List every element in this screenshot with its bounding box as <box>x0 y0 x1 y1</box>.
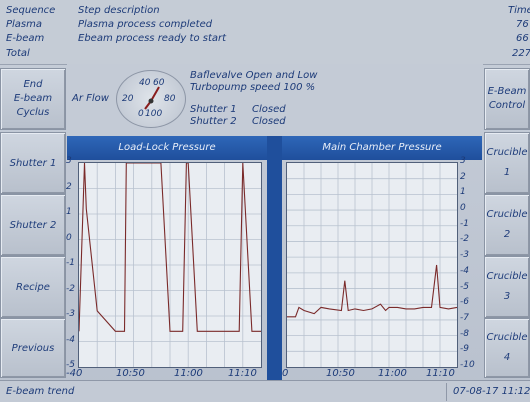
load-lock-plot <box>78 162 262 368</box>
main-chamber-plot <box>286 162 458 368</box>
load-lock-chart-svg <box>78 162 261 367</box>
y-tick-label: -5 <box>460 281 469 292</box>
crucible-2-label: Crucible <box>486 209 528 220</box>
header-label-ebeam: E-beam <box>6 33 45 44</box>
end-ebeam-cyclus-button[interactable]: End E-beam Cyclus <box>0 68 66 130</box>
baflevalve-status: Baflevalve Open and Low <box>190 70 318 81</box>
control-line-1: E-Beam <box>487 86 527 97</box>
y-tick-label: -10 <box>460 360 475 370</box>
ar-flow-gauge: 40 60 20 80 0 100 <box>116 70 186 128</box>
crucible-4-label: Crucible <box>486 332 528 343</box>
x-tick-label: 11:10 <box>426 368 455 379</box>
header-panel: Sequence Step description Time Plasma Pl… <box>0 0 530 65</box>
crucible-1-num: 1 <box>503 167 511 178</box>
x-tick-label: -40 <box>66 368 83 379</box>
end-line-2: E-beam <box>13 93 53 104</box>
y-tick-label: -1 <box>460 218 469 229</box>
header-value-ebeam: 66 <box>516 33 529 44</box>
y-tick-label: -4 <box>460 265 469 276</box>
crucible-1-label: Crucible <box>486 147 528 158</box>
x-tick-label: 11:00 <box>378 368 407 379</box>
gauge-tick-20: 20 <box>122 94 134 104</box>
y-tick-label: -2 <box>66 283 75 294</box>
control-line-2: Control <box>488 100 526 111</box>
crucible-1-button[interactable]: Crucible 1 <box>484 132 530 194</box>
status-bar-left: E-beam trend <box>6 386 75 397</box>
gauge-tick-0: 0 <box>138 109 144 119</box>
x-tick-label: 0 <box>282 368 289 379</box>
header-label-plasma: Plasma <box>6 19 43 30</box>
x-tick-label: 10:50 <box>326 368 355 379</box>
main-chamber-chart-svg <box>287 163 458 367</box>
y-tick-label: 2 <box>66 181 72 192</box>
y-tick-label: 3 <box>460 156 466 166</box>
x-tick-label: 11:10 <box>228 368 257 379</box>
shutter-1-status-value: Closed <box>252 104 286 115</box>
y-tick-label: -3 <box>460 250 469 261</box>
crucible-4-num: 4 <box>503 352 511 363</box>
header-value-time: Time <box>508 5 530 16</box>
shutter-1-button[interactable]: Shutter 1 <box>0 132 66 194</box>
gauge-tick-80: 80 <box>164 94 176 104</box>
series-line-0 <box>287 264 458 318</box>
y-tick-label: 3 <box>66 156 72 166</box>
y-tick-label: 1 <box>66 207 72 217</box>
y-tick-label: -2 <box>460 234 469 245</box>
previous-button[interactable]: Previous <box>0 318 66 378</box>
status-bar: E-beam trend 07-08-17 11:12 <box>0 380 530 402</box>
gauge-tick-40: 40 <box>139 78 151 88</box>
y-tick-label: -7 <box>460 312 469 323</box>
x-tick-label: 11:00 <box>174 368 203 379</box>
header-desc-step: Step description <box>78 5 160 16</box>
crucible-3-label: Crucible <box>486 271 528 282</box>
header-label-total: Total <box>6 48 30 59</box>
shutter-1-status-label: Shutter 1 <box>190 104 237 115</box>
chart-divider <box>267 136 282 380</box>
y-tick-label: 0 <box>460 203 466 214</box>
gauge-tick-100: 100 <box>145 109 163 119</box>
crucible-3-num: 3 <box>503 291 511 302</box>
turbopump-status: Turbopump speed 100 % <box>190 82 316 93</box>
previous-label: Previous <box>11 342 55 354</box>
gauge-tick-60: 60 <box>153 78 165 88</box>
x-tick-label: 10:50 <box>116 368 145 379</box>
load-lock-chart-title: Load-Lock Pressure <box>67 136 267 160</box>
crucible-2-num: 2 <box>503 229 511 240</box>
shutter-2-status-label: Shutter 2 <box>190 116 237 127</box>
series-line-0 <box>78 162 261 332</box>
y-tick-label: 1 <box>460 187 466 198</box>
header-desc-ebeam: Ebeam process ready to start <box>78 33 227 44</box>
header-value-plasma: 76 <box>516 19 529 30</box>
recipe-button[interactable]: Recipe <box>0 256 66 318</box>
crucible-3-button[interactable]: Crucible 3 <box>484 256 530 318</box>
y-tick-label: 0 <box>66 232 72 243</box>
end-line-1: End <box>23 79 43 90</box>
ebeam-control-button[interactable]: E-Beam Control <box>484 68 530 130</box>
crucible-4-button[interactable]: Crucible 4 <box>484 318 530 378</box>
crucible-2-button[interactable]: Crucible 2 <box>484 194 530 256</box>
main-chamber-chart-title: Main Chamber Pressure <box>282 136 482 160</box>
status-clock: 07-08-17 11:12 <box>453 386 530 397</box>
shutter-2-label: Shutter 2 <box>9 219 57 231</box>
y-tick-label: -5 <box>66 360 75 370</box>
y-tick-label: -8 <box>460 328 469 339</box>
shutter-2-status-value: Closed <box>252 116 286 127</box>
header-desc-plasma: Plasma process completed <box>78 19 213 30</box>
gauge-needle-icon <box>144 86 160 110</box>
end-line-3: Cyclus <box>16 107 50 118</box>
header-label-sequence: Sequence <box>6 5 56 16</box>
ar-flow-label: Ar Flow <box>72 93 109 104</box>
recipe-label: Recipe <box>16 281 50 293</box>
y-tick-label: -6 <box>460 297 469 308</box>
y-tick-label: -3 <box>66 309 75 319</box>
header-value-total: 227 <box>512 48 530 59</box>
y-tick-label: 2 <box>460 171 466 182</box>
y-tick-label: -1 <box>66 258 75 268</box>
clock-box: 07-08-17 11:12 <box>446 383 530 401</box>
shutter-2-button[interactable]: Shutter 2 <box>0 194 66 256</box>
y-tick-label: -4 <box>66 334 75 345</box>
shutter-1-label: Shutter 1 <box>9 157 57 169</box>
y-tick-label: -9 <box>460 344 469 355</box>
